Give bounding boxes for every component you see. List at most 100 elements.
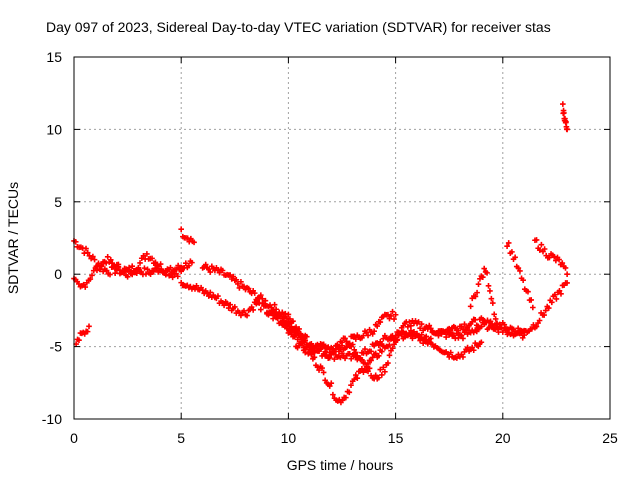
data-point: [519, 335, 526, 341]
data-point: [443, 334, 449, 340]
data-point: [391, 316, 397, 322]
data-point: [371, 328, 377, 334]
data-point: [268, 310, 275, 317]
data-point: [553, 296, 560, 302]
data-point: [182, 260, 189, 266]
data-point: [479, 274, 486, 280]
plot-frame: [73, 56, 611, 420]
x-axis-ticks: 0 5 10 15 20 25: [70, 57, 618, 446]
data-point: [365, 332, 371, 339]
data-point: [368, 348, 374, 355]
data-point: [124, 274, 131, 280]
series-arc-11: [532, 237, 570, 277]
data-point: [362, 346, 368, 352]
data-point: [348, 355, 354, 362]
data-point: [392, 311, 399, 318]
data-point: [552, 291, 558, 298]
data-point: [454, 355, 460, 361]
data-point: [258, 306, 264, 313]
data-point: [401, 334, 408, 340]
data-point: [379, 348, 385, 355]
data-point: [317, 346, 324, 352]
data-point: [517, 268, 523, 274]
x-tick-label: 20: [495, 430, 511, 446]
data-point: [560, 101, 566, 107]
data-point: [377, 319, 384, 325]
data-point: [366, 365, 373, 372]
data-point: [354, 375, 361, 381]
data-point: [564, 126, 570, 133]
data-point: [126, 264, 132, 271]
data-point: [86, 323, 92, 330]
data-point: [224, 300, 230, 307]
data-point: [259, 295, 266, 302]
data-point: [129, 263, 135, 269]
data-point: [227, 272, 234, 278]
data-point: [541, 312, 547, 318]
data-point: [174, 273, 181, 280]
data-point: [515, 265, 522, 271]
data-point: [76, 337, 82, 343]
data-point: [481, 265, 488, 272]
y-tick-label: 15: [46, 49, 62, 65]
data-point: [236, 285, 243, 291]
data-point: [351, 333, 358, 339]
data-point: [346, 340, 353, 347]
data-point: [235, 281, 241, 287]
data-point: [112, 266, 119, 272]
data-point: [273, 306, 279, 313]
data-point: [291, 329, 298, 335]
data-point: [556, 256, 562, 263]
data-point: [365, 368, 371, 375]
data-point: [556, 288, 563, 294]
data-point: [487, 318, 494, 325]
data-point: [469, 344, 475, 351]
data-point: [91, 256, 98, 263]
data-point: [322, 348, 328, 355]
data-point: [351, 376, 358, 382]
data-point: [189, 259, 195, 266]
data-point: [339, 397, 346, 404]
x-tick-label: 15: [388, 430, 404, 446]
data-point: [418, 321, 425, 327]
data-point: [562, 265, 569, 271]
data-point: [375, 353, 382, 359]
data-point: [538, 241, 545, 248]
data-point: [87, 276, 94, 282]
data-point: [144, 251, 150, 257]
data-point: [447, 330, 454, 336]
data-point: [83, 245, 89, 252]
data-point: [149, 255, 155, 262]
data-point: [475, 281, 482, 288]
data-point: [258, 292, 264, 298]
data-point: [303, 333, 310, 340]
data-point: [472, 293, 479, 300]
series-arc-2: [71, 251, 184, 290]
data-point: [542, 307, 549, 314]
y-tick-label: 5: [54, 194, 62, 210]
data-point: [227, 301, 234, 308]
data-point: [157, 261, 164, 267]
data-point: [408, 323, 414, 329]
data-point: [426, 322, 433, 329]
data-point: [546, 254, 553, 261]
data-point: [372, 350, 379, 357]
x-tick-label: 25: [602, 430, 618, 446]
data-point: [501, 321, 508, 328]
data-point: [488, 295, 495, 302]
data-point: [186, 262, 192, 269]
data-point: [262, 303, 269, 309]
data-point: [359, 365, 365, 372]
data-point: [541, 246, 548, 252]
data-point: [84, 328, 91, 335]
y-tick-label: -10: [42, 411, 62, 427]
data-point: [311, 354, 318, 361]
data-point: [489, 300, 496, 306]
data-point: [470, 347, 477, 354]
data-point: [374, 323, 381, 329]
data-point: [478, 323, 485, 330]
x-tick-label: 10: [281, 430, 297, 446]
data-point: [536, 247, 543, 253]
data-point: [382, 368, 388, 375]
